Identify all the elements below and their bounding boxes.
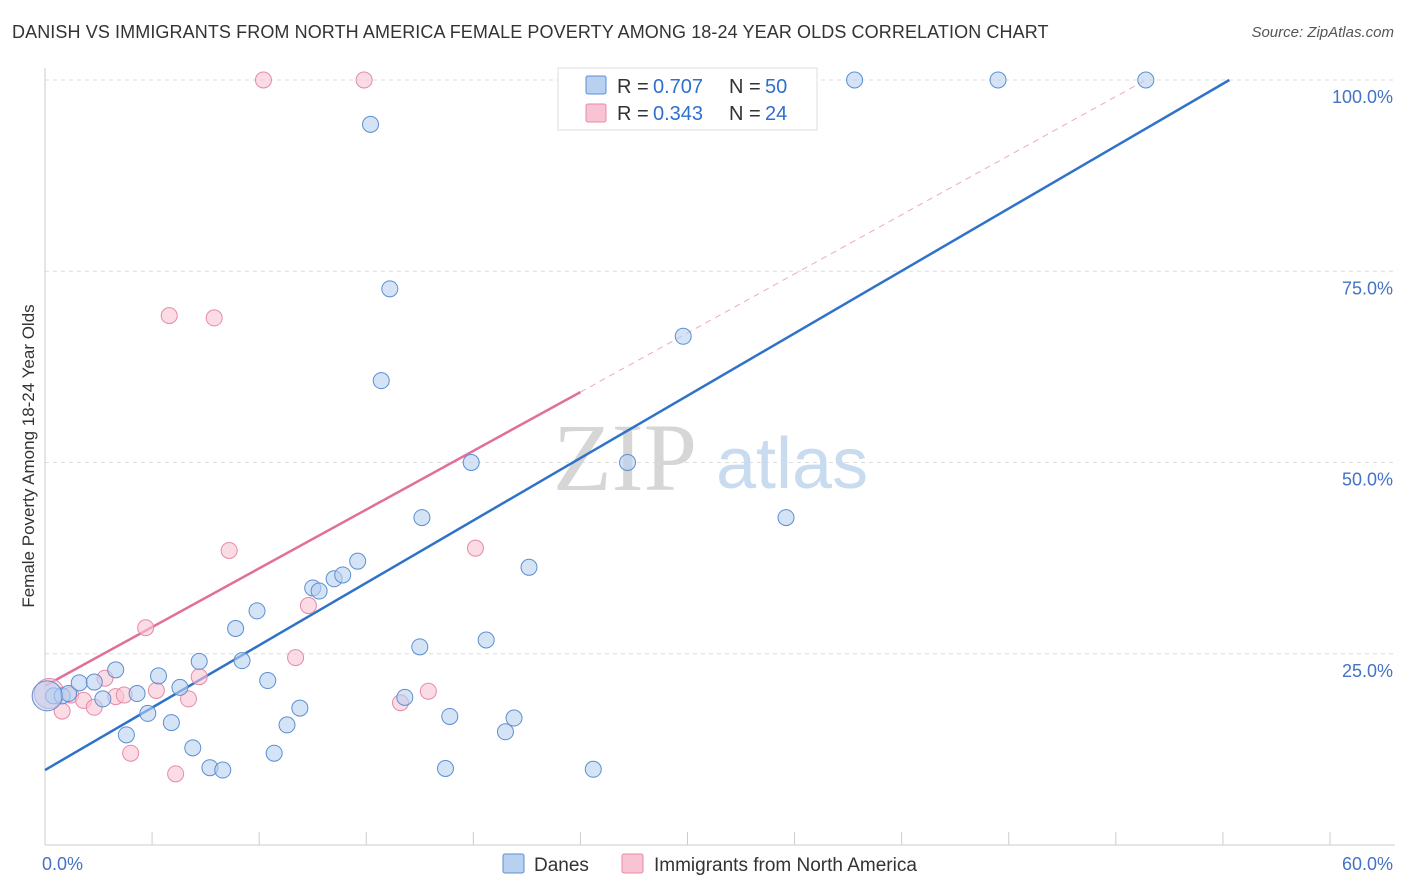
danes-point (184, 739, 202, 757)
danes-point (989, 71, 1007, 89)
danes-point (362, 115, 380, 133)
chart-title: DANISH VS IMMIGRANTS FROM NORTH AMERICA … (12, 22, 1049, 42)
danes-point (117, 726, 135, 744)
y-tick-label-2: 75.0% (1342, 278, 1393, 298)
danes-point (777, 509, 795, 527)
bottom-legend-label-immigrants: Immigrants from North America (654, 855, 917, 876)
danes-point (584, 760, 602, 778)
immigrants-point (205, 309, 223, 327)
danes-point (227, 620, 245, 638)
immigrants-point (190, 668, 208, 686)
danes-point (381, 280, 399, 298)
immigrants-point (122, 744, 140, 762)
danes-point (436, 760, 454, 777)
danes-point (411, 638, 429, 656)
y-tick-label-0: 25.0% (1342, 661, 1393, 681)
y-tick-label-3: 100.0% (1332, 87, 1393, 107)
danes-point (94, 690, 112, 708)
watermark-atlas: atlas (716, 424, 868, 504)
legend-r-label-immigrants: R = (617, 103, 649, 125)
immigrants-point (287, 649, 305, 667)
legend-n-label-danes: N = (729, 76, 761, 98)
danes-point (139, 704, 157, 722)
legend-r-value-danes: 0.707 (653, 76, 703, 98)
danes-point (107, 661, 125, 679)
danes-point (349, 552, 367, 570)
danes-point (1137, 71, 1155, 89)
trend-lines (44, 78, 1230, 772)
danes-point (85, 673, 103, 691)
legend-swatch-danes (585, 75, 607, 95)
watermark: ZIP atlas (553, 404, 868, 511)
danes-point (171, 678, 189, 696)
danes-point (233, 652, 251, 670)
immigrants-point (419, 682, 437, 700)
danes-point (310, 582, 328, 600)
immigrants-trend-extension (580, 79, 1147, 393)
danes-point (334, 566, 352, 584)
y-tick-labels: 25.0% 50.0% 75.0% 100.0% (1332, 87, 1393, 681)
danes-point (150, 667, 168, 685)
legend-n-value-danes: 50 (765, 76, 787, 98)
immigrants-point (355, 71, 373, 89)
x-tick-label-1: 60.0% (1342, 854, 1393, 874)
y-tick-label-1: 50.0% (1342, 470, 1393, 490)
danes-point (128, 685, 146, 703)
danes-point (462, 454, 480, 471)
legend-swatch-immigrants (585, 103, 607, 123)
grid-lines (45, 79, 1395, 655)
legend-top: R = 0.707 N = 50 R = 0.343 N = 24 (557, 67, 818, 131)
legend-r-value-immigrants: 0.343 (653, 103, 703, 125)
bottom-legend-label-danes: Danes (534, 855, 589, 876)
danes-point (248, 602, 266, 620)
axes (44, 68, 1395, 846)
danes-point (441, 707, 459, 725)
danes-point (674, 327, 692, 345)
source-label: Source: ZipAtlas.com (1251, 24, 1394, 41)
immigrants-point (466, 539, 484, 557)
danes-point (291, 699, 309, 717)
immigrants-trend-line (44, 391, 582, 687)
danes-point (214, 761, 232, 779)
danes-point (396, 688, 414, 706)
bottom-legend-swatch-immigrants (621, 853, 644, 874)
bottom-legend-swatch-danes (502, 853, 525, 874)
danes-point (619, 454, 637, 471)
y-axis-label: Female Poverty Among 18-24 Year Olds (19, 304, 38, 607)
immigrants-point (254, 71, 272, 89)
danes-point (162, 714, 180, 732)
immigrants-point (137, 619, 155, 637)
danes-point (70, 674, 88, 692)
immigrants-point (167, 765, 185, 783)
immigrants-point (160, 307, 178, 325)
danes-point (520, 558, 538, 576)
danes-point (278, 716, 296, 734)
danes-trend-line (44, 78, 1230, 772)
immigrants-point (179, 690, 197, 708)
legend-n-value-immigrants: 24 (765, 103, 787, 125)
x-tick-labels: 0.0% 60.0% (42, 854, 1393, 874)
legend-r-label-danes: R = (617, 76, 649, 98)
danes-point (372, 372, 390, 390)
danes-point (477, 631, 495, 649)
danes-point (846, 71, 864, 89)
x-tick-label-0: 0.0% (42, 854, 83, 874)
danes-point (413, 509, 431, 527)
danes-point (190, 652, 208, 670)
immigrants-point (299, 597, 317, 615)
danes-point (265, 744, 283, 762)
danes-point (259, 672, 277, 690)
legend-n-label-immigrants: N = (729, 103, 761, 125)
immigrants-point (147, 681, 165, 699)
danes-point (505, 709, 523, 727)
danes-point (496, 723, 514, 741)
immigrants-point (220, 541, 238, 559)
data-points (31, 71, 1155, 783)
danes-point (31, 680, 63, 712)
legend-bottom: Danes Immigrants from North America (502, 853, 917, 876)
